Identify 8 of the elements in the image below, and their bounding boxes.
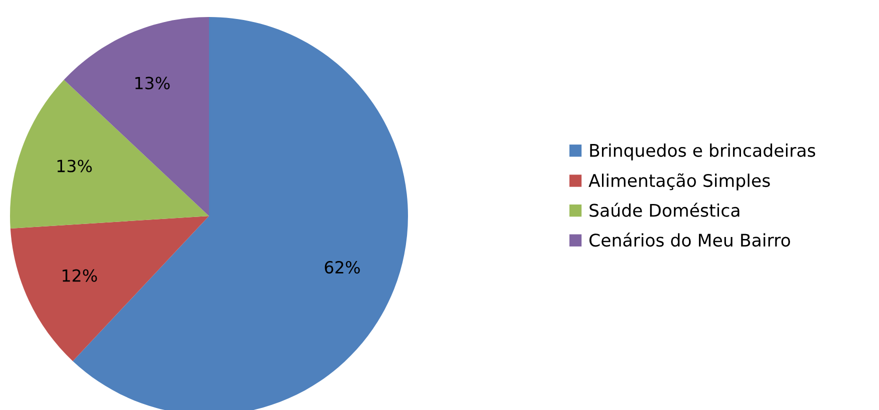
data-label: 13% bbox=[135, 76, 170, 90]
data-label: 12% bbox=[62, 269, 97, 282]
data-label: 62% bbox=[324, 260, 360, 274]
legend-label: Brinquedos e brincadeiras bbox=[590, 144, 816, 160]
data-label: 13% bbox=[58, 160, 92, 172]
legend-label: Saúde Doméstica bbox=[590, 202, 740, 217]
legend-label: Alimentação Simples bbox=[588, 173, 770, 190]
legend-label: Cenários do Meu Bairro bbox=[589, 232, 790, 247]
